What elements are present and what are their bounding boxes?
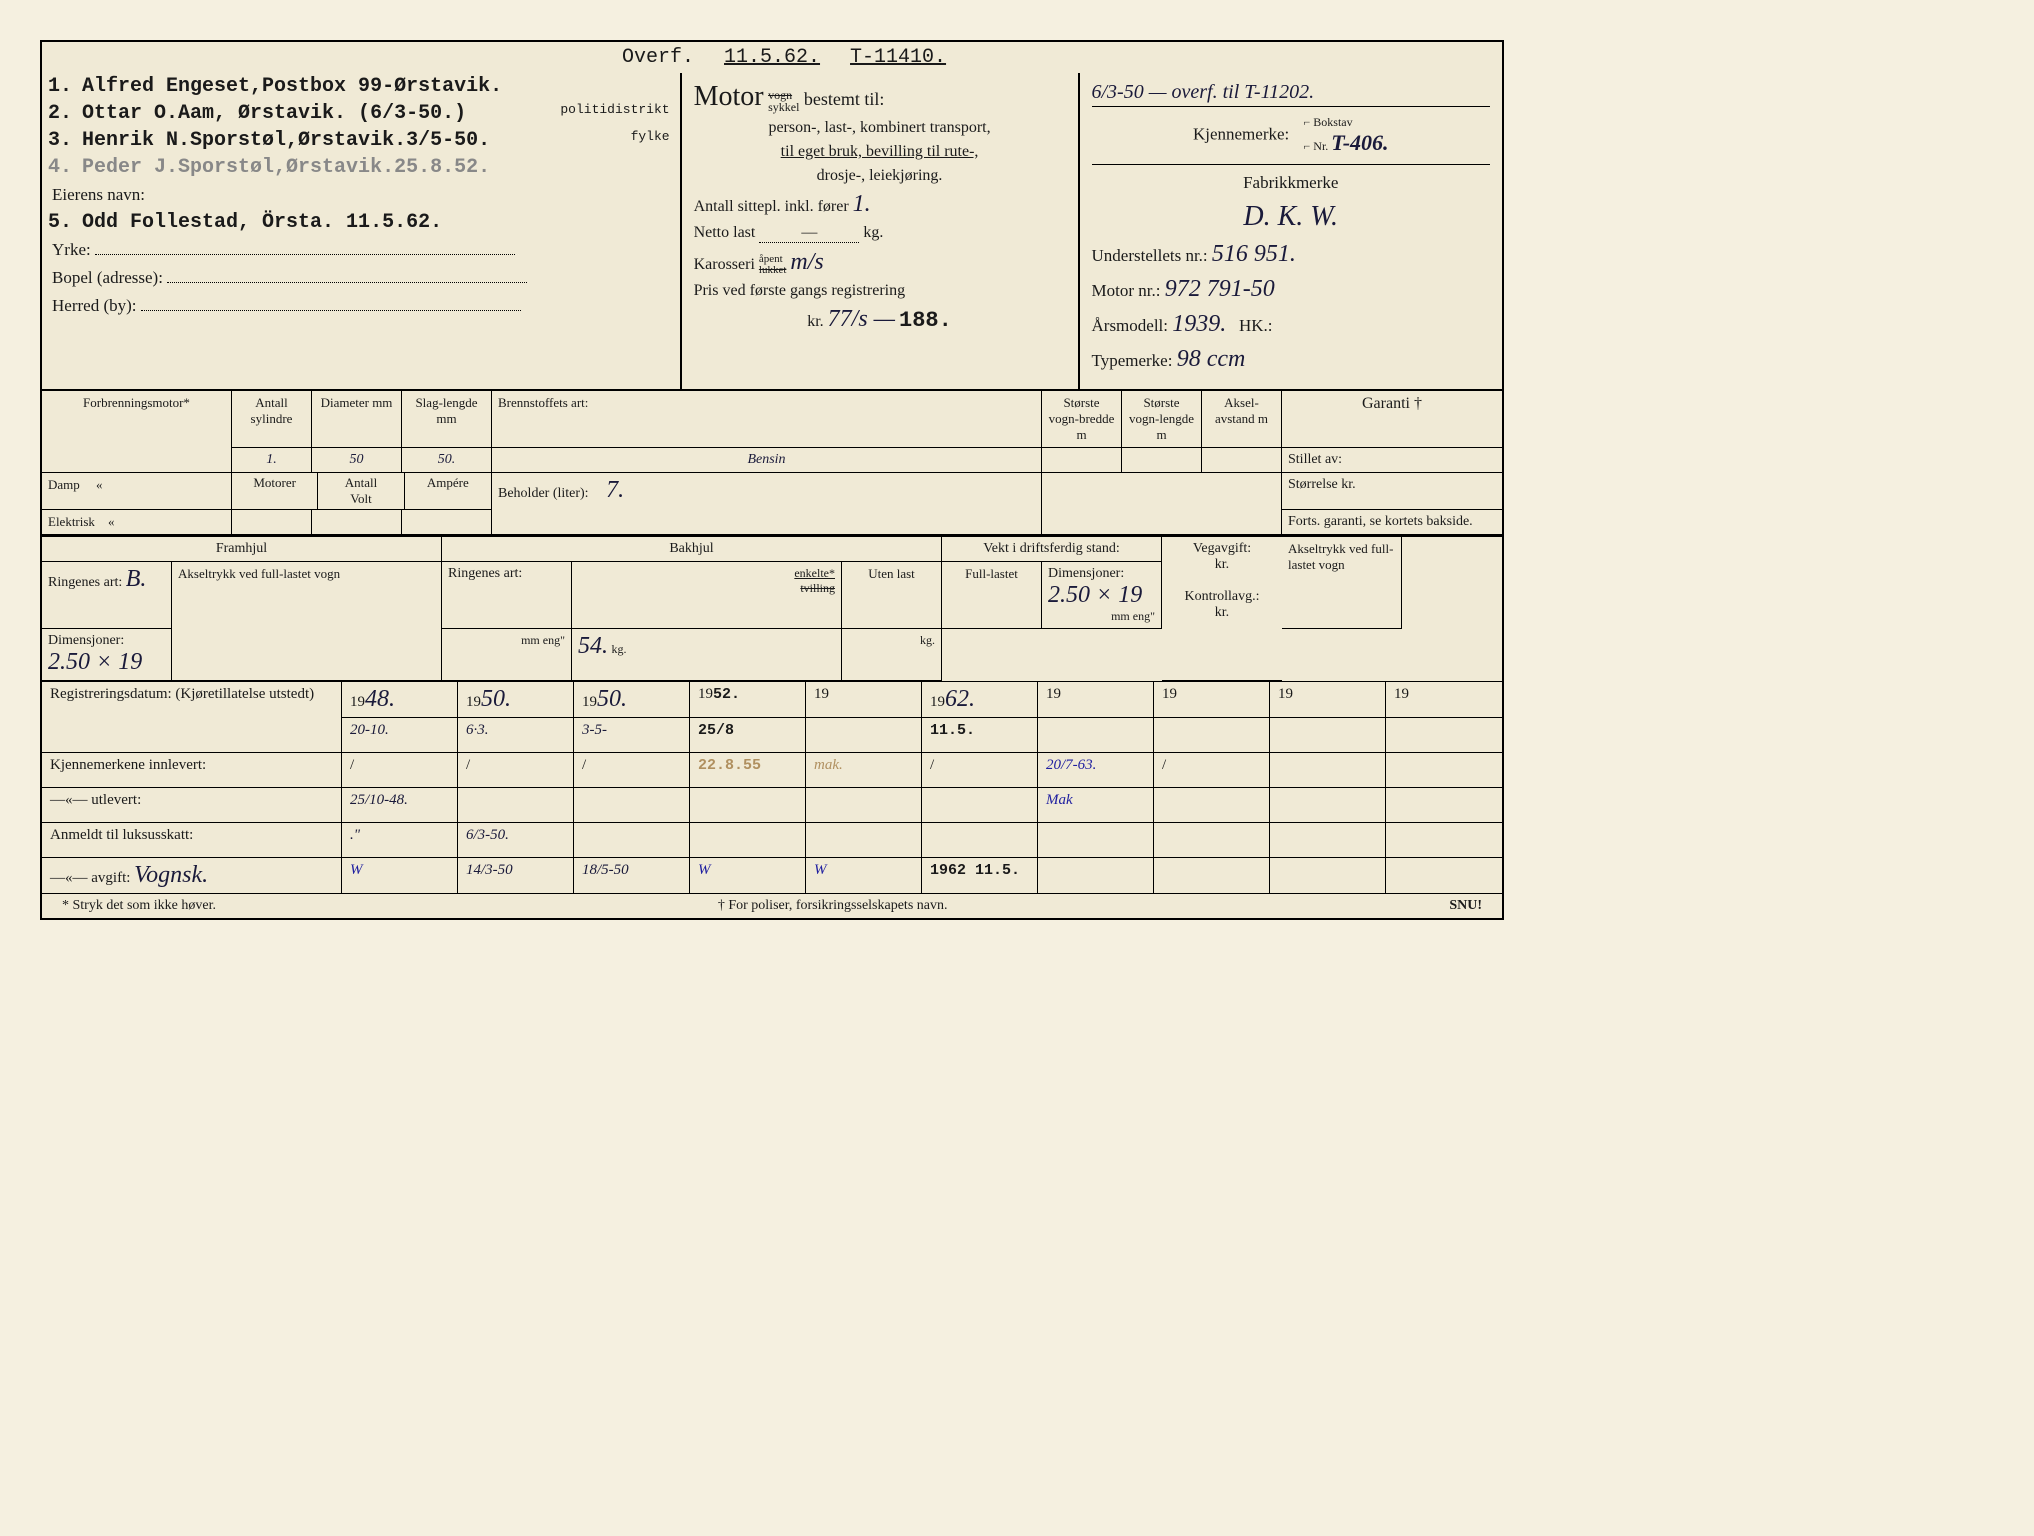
yrke: Yrke: bbox=[42, 236, 680, 264]
eier-label: Eierens navn: bbox=[42, 181, 680, 209]
reg-label2: Kjennemerkene innlevert: bbox=[42, 753, 342, 788]
uten-val: 54. kg. bbox=[572, 629, 842, 681]
motor-column: Motor vogn sykkel bestemt til: person-, … bbox=[682, 73, 1080, 389]
engine-grid: Forbrenningsmotor* Antall sylindre Diame… bbox=[42, 389, 1502, 535]
syl-val: 1. bbox=[232, 448, 312, 473]
right-column: 6/3-50 — overf. til T-11202. Kjennemerke… bbox=[1080, 73, 1502, 389]
ring-b: Ringenes art: bbox=[442, 562, 572, 629]
reg-grid: Registreringsdatum: (Kjøretillatelse uts… bbox=[42, 681, 1502, 894]
overf-date: 11.5.62. bbox=[724, 46, 820, 69]
overf-label: Overf. bbox=[622, 46, 694, 69]
reg-label5: —«— avgift: Vognsk. bbox=[42, 858, 342, 894]
aarsmodell: Årsmodell: 1939. HK.: bbox=[1092, 311, 1490, 338]
kjennemerke: Kjennemerke: ⌐ Bokstav ⌐ Nr. T-406. bbox=[1092, 115, 1490, 156]
damp: Damp « bbox=[42, 473, 232, 510]
registration-card: Overf. 11.5.62. T-11410. 1. Alfred Enges… bbox=[40, 40, 1504, 920]
wheel-grid: Framhjul Bakhjul Vekt i driftsferdig sta… bbox=[42, 535, 1502, 681]
herred: Herred (by): bbox=[42, 292, 680, 320]
reg-label1: Registreringsdatum: (Kjøretillatelse uts… bbox=[42, 682, 342, 753]
dim-b: Dimensjoner:2.50 × 19 bbox=[42, 629, 172, 681]
bopel: Bopel (adresse): bbox=[42, 264, 680, 292]
slag-val: 50. bbox=[402, 448, 492, 473]
owner-2: 2. Ottar O.Aam, Ørstavik. (6/3-50.) poli… bbox=[42, 100, 680, 127]
ring-f: Ringenes art: B. bbox=[42, 562, 172, 629]
vegavgift: Vegavgift: kr. Kontrollavg.: kr. bbox=[1162, 537, 1282, 681]
understell: Understellets nr.: 516 951. bbox=[1092, 241, 1490, 268]
diam-val: 50 bbox=[312, 448, 402, 473]
netto: Netto last — kg. bbox=[694, 224, 1066, 243]
reg-label3: —«— utlevert: bbox=[42, 788, 342, 823]
owner-5: 5. Odd Follestad, Örsta. 11.5.62. bbox=[42, 209, 680, 236]
dim-f: Dimensjoner:2.50 × 19 mm eng" bbox=[1042, 562, 1162, 629]
motor-line3: drosje-, leiekjøring. bbox=[694, 167, 1066, 185]
fabrikk-label: Fabrikkmerke bbox=[1092, 173, 1490, 193]
brenn-val: Bensin bbox=[492, 448, 1042, 473]
motor-title-row: Motor vogn sykkel bestemt til: bbox=[694, 81, 1066, 113]
owner-4: 4. Peder J.Sporstøl,Ørstavik.25.8.52. bbox=[42, 154, 680, 181]
footnote-2: † For poliser, forsikringsselskapets nav… bbox=[718, 898, 948, 914]
typemerke: Typemerke: 98 ccm bbox=[1092, 346, 1490, 373]
pris: Pris ved første gangs registrering bbox=[694, 282, 1066, 300]
top-hand: 6/3-50 — overf. til T-11202. bbox=[1092, 81, 1490, 104]
sittepl: Antall sittepl. inkl. fører 1. bbox=[694, 191, 1066, 218]
left-column: 1. Alfred Engeset,Postbox 99-Ørstavik. 2… bbox=[42, 73, 682, 389]
reg-label4: Anmeldt til luksusskatt: bbox=[42, 823, 342, 858]
main-grid: 1. Alfred Engeset,Postbox 99-Ørstavik. 2… bbox=[42, 73, 1502, 389]
owner-3: 3. Henrik N.Sporstøl,Ørstavik.3/5-50. fy… bbox=[42, 127, 680, 154]
elektrisk: Elektrisk « bbox=[42, 510, 232, 535]
header: Overf. 11.5.62. T-11410. bbox=[42, 42, 1502, 73]
motor-nr: Motor nr.: 972 791-50 bbox=[1092, 276, 1490, 303]
footer: * Stryk det som ikke høver. † For polise… bbox=[42, 894, 1502, 918]
motor-line1: person-, last-, kombinert transport, bbox=[694, 119, 1066, 137]
snu: SNU! bbox=[1449, 898, 1482, 914]
beholder: Beholder (liter): 7. bbox=[492, 473, 1042, 535]
pris-val: kr. 77/s — 188. bbox=[694, 306, 1066, 333]
motor-line2: til eget bruk, bevilling til rute-, bbox=[694, 143, 1066, 161]
forbr-label: Forbrenningsmotor* bbox=[42, 391, 232, 473]
owner-1: 1. Alfred Engeset,Postbox 99-Ørstavik. bbox=[42, 73, 680, 100]
karosseri: Karosseri åpent lukket m/s bbox=[694, 249, 1066, 276]
overf-ref: T-11410. bbox=[850, 46, 946, 69]
fabrikk-val: D. K. W. bbox=[1092, 201, 1490, 233]
footnote-1: * Stryk det som ikke høver. bbox=[62, 898, 216, 914]
